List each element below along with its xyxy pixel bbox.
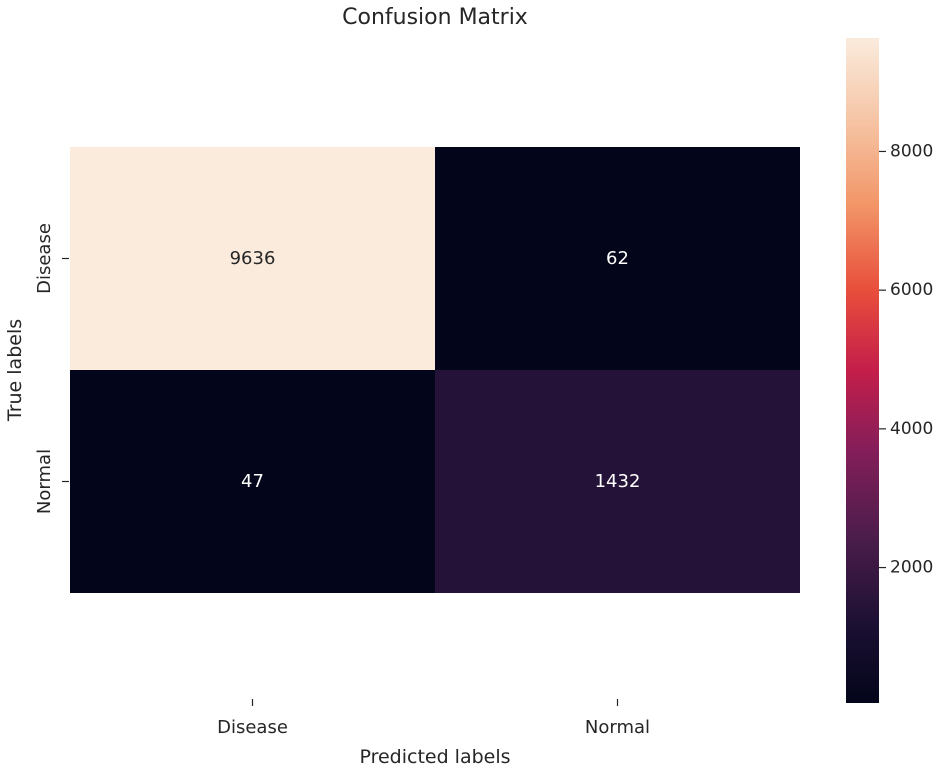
- heatmap-cells: 9636 62 47 1432: [70, 147, 800, 593]
- cell-value-label: 1432: [595, 471, 641, 492]
- heatmap-cell: [70, 147, 435, 370]
- colorbar-ticks: 2000 4000 6000 8000: [879, 141, 933, 578]
- y-axis-ticks: Disease Normal: [34, 223, 69, 514]
- x-axis-ticks: Disease Normal: [217, 699, 650, 738]
- colorbar-tick-label: 8000: [890, 141, 933, 161]
- chart-title: Confusion Matrix: [342, 5, 528, 30]
- y-tick-label: Disease: [34, 223, 55, 294]
- colorbar-gradient: [846, 38, 879, 703]
- heatmap-cell: [435, 147, 800, 370]
- heatmap-cell: [435, 370, 800, 593]
- colorbar-tick-label: 6000: [890, 280, 933, 300]
- x-tick-label: Normal: [585, 717, 650, 738]
- cell-value-label: 47: [241, 471, 264, 492]
- cell-value-label: 9636: [230, 248, 276, 269]
- cell-value-label: 62: [606, 248, 629, 269]
- x-tick-label: Disease: [217, 717, 288, 738]
- colorbar: 2000 4000 6000 8000: [846, 38, 933, 703]
- y-axis-label: True labels: [4, 319, 26, 422]
- y-tick-label: Normal: [34, 449, 55, 514]
- colorbar-tick-label: 4000: [890, 419, 933, 439]
- heatmap-cell: [70, 370, 435, 593]
- x-axis-label: Predicted labels: [359, 746, 510, 768]
- colorbar-tick-label: 2000: [890, 558, 933, 578]
